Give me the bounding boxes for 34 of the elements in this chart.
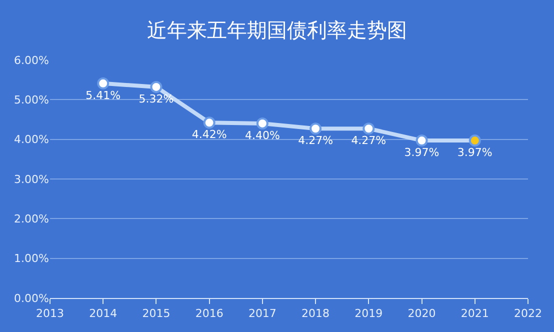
point <box>97 77 110 90</box>
x-tick-label: 2017 <box>248 307 276 320</box>
x-tick-label: 2021 <box>460 307 489 320</box>
y-tick-label: 4.00% <box>14 133 49 146</box>
y-tick-label: 6.00% <box>14 54 49 67</box>
x-tick-label: 2014 <box>89 307 118 320</box>
data-label: 3.97% <box>404 146 440 160</box>
chart-title: 近年来五年期国债利率走势图 <box>147 18 407 42</box>
data-label: 5.32% <box>138 92 174 106</box>
data-label: 4.27% <box>351 134 386 148</box>
point <box>468 134 481 147</box>
y-tick-label: 5.00% <box>14 94 49 107</box>
y-tick-label: 2.00% <box>14 212 49 226</box>
x-tick-label: 2020 <box>408 307 436 320</box>
data-label: 4.42% <box>192 128 227 142</box>
point <box>150 80 162 93</box>
y-tick-label: 0.00% <box>14 292 49 305</box>
data-label: 5.41% <box>86 88 121 102</box>
x-tick-label: 2013 <box>36 307 64 320</box>
y-tick-label: 3.00% <box>14 172 49 186</box>
data-label: 4.40% <box>244 128 280 142</box>
data-label: 3.97% <box>457 146 492 160</box>
x-tick-label: 2015 <box>142 307 170 320</box>
y-tick-label: 1.00% <box>14 252 49 266</box>
point <box>256 117 268 130</box>
x-tick-label: 2018 <box>302 307 330 320</box>
x-tick-label: 2016 <box>195 307 224 320</box>
point <box>416 134 428 147</box>
point <box>203 116 216 129</box>
data-label: 4.27% <box>298 134 334 148</box>
point <box>310 122 322 135</box>
x-tick-label: 2022 <box>514 307 542 320</box>
point <box>362 122 375 135</box>
x-tick-label: 2019 <box>354 307 383 320</box>
